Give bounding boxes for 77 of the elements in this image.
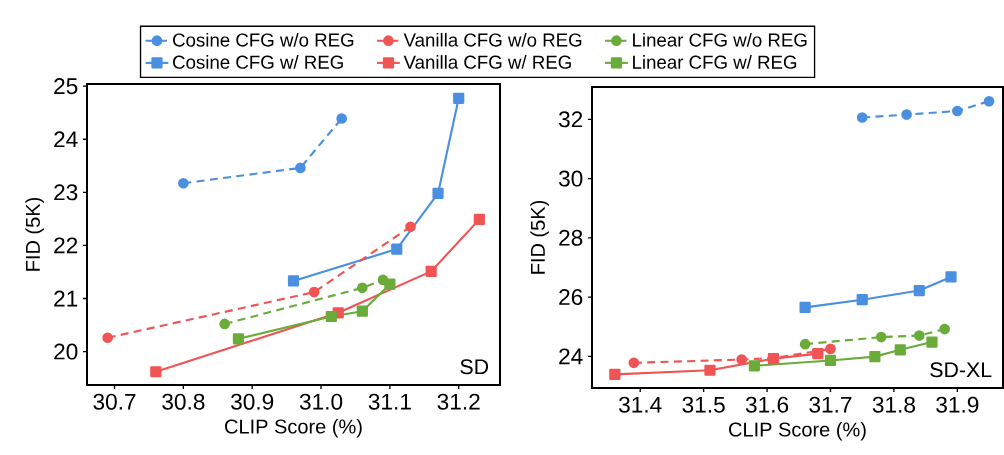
x-axis-title: CLIP Score (%) [729,421,866,441]
x-tick-label: 30.7 [93,393,136,410]
y-tick-label: 23 [54,184,78,201]
point [384,278,396,290]
point [308,286,320,298]
x-tick-label: 31.5 [682,396,725,413]
point [325,310,337,323]
x-tick-label: 31.4 [619,396,662,413]
point [894,344,906,356]
point [473,213,485,225]
y-tick-label: 24 [559,348,583,365]
point [150,366,162,378]
point [812,348,824,360]
legend-label: Linear CFG w/ REG [633,55,797,69]
point [869,351,881,363]
point [453,92,465,104]
annotation: SD [460,359,489,375]
point [425,265,437,277]
point [102,332,113,344]
point [913,284,925,297]
point [952,105,963,117]
y-tick-label: 22 [54,237,78,254]
point [356,305,368,317]
x-tick-label: 31.6 [745,396,789,413]
point [856,294,868,306]
legend-label: Vanilla CFG w/o REG [403,32,582,47]
point [799,338,811,350]
x-tick-label: 31.2 [437,393,480,410]
point [825,343,836,355]
point [219,318,231,330]
y-tick-label: 30 [558,170,583,187]
point [939,323,950,335]
legend-label: Linear CFG w/o REG [633,32,807,47]
y-tick-label: 32 [558,111,583,128]
x-tick-label: 30.8 [162,393,205,410]
x-tick-label: 31.7 [809,396,852,413]
y-tick-label: 25 [54,78,78,95]
y-tick-label: 21 [54,290,78,307]
point [232,333,245,345]
y-tick-label: 28 [559,229,583,246]
point [391,243,403,255]
point [736,354,748,365]
x-tick-label: 31.8 [872,396,915,413]
point [901,109,912,120]
point [295,162,306,174]
legend-label: Cosine CFG w/ REG [173,55,343,69]
point [856,112,868,123]
point [824,354,837,367]
x-tick-label: 31.1 [368,393,411,410]
point [983,95,995,107]
x-axis-title: CLIP Score (%) [225,418,362,438]
point [405,221,416,233]
point [875,331,887,343]
legend-label: Cosine CFG w/o REG [173,32,354,47]
point [704,364,716,376]
annotation: SD-XL [930,362,992,378]
point [913,330,925,341]
point [287,275,300,287]
y-tick-label: 24 [54,131,78,148]
point [748,360,760,372]
point [178,177,189,189]
point [628,357,640,369]
point [945,271,957,283]
legend-label: Vanilla CFG w/ REG [403,55,571,69]
y-axis-title: FID (5K) [530,200,549,274]
point [609,368,621,380]
y-axis-title: FID (5K) [25,197,44,271]
y-tick-label: 20 [54,343,78,360]
y-tick-label: 26 [559,289,583,306]
x-tick-label: 31.9 [936,396,979,413]
point [432,187,444,199]
x-tick-label: 31.0 [299,393,343,410]
x-tick-label: 30.9 [231,393,274,410]
point [336,113,348,124]
point [926,336,938,348]
point [799,301,811,314]
point [357,282,368,294]
